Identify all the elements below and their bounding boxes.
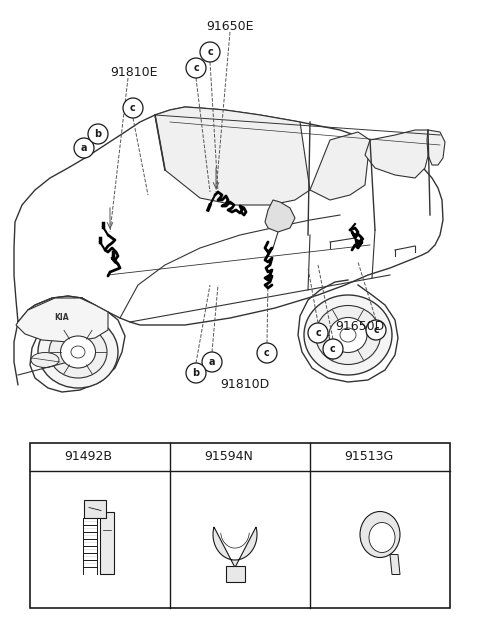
Text: a: a: [209, 357, 215, 367]
Text: 91810E: 91810E: [110, 66, 157, 79]
Text: a: a: [45, 452, 51, 462]
Circle shape: [257, 343, 277, 363]
Text: c: c: [325, 452, 331, 462]
Circle shape: [186, 363, 206, 383]
Polygon shape: [213, 527, 257, 568]
Ellipse shape: [38, 316, 118, 388]
Circle shape: [74, 138, 94, 158]
Ellipse shape: [49, 326, 107, 378]
Polygon shape: [310, 132, 370, 200]
Polygon shape: [390, 554, 400, 574]
Bar: [30, 443, 450, 608]
Text: c: c: [130, 103, 136, 113]
Circle shape: [323, 339, 343, 359]
Text: 91810D: 91810D: [220, 378, 269, 391]
Text: b: b: [192, 368, 200, 378]
Text: 91492B: 91492B: [64, 451, 112, 463]
Ellipse shape: [315, 305, 381, 365]
Ellipse shape: [369, 523, 395, 552]
Text: a: a: [81, 143, 87, 153]
Text: c: c: [330, 344, 336, 354]
Bar: [84, 499, 106, 518]
Ellipse shape: [304, 295, 392, 375]
Text: c: c: [207, 47, 213, 57]
Text: c: c: [373, 325, 379, 335]
Circle shape: [38, 447, 58, 467]
Circle shape: [308, 323, 328, 343]
Ellipse shape: [360, 511, 400, 557]
Polygon shape: [226, 566, 245, 581]
Polygon shape: [155, 107, 310, 205]
Circle shape: [88, 124, 108, 144]
Ellipse shape: [329, 317, 367, 353]
Text: KIA: KIA: [55, 313, 69, 322]
Circle shape: [123, 98, 143, 118]
Circle shape: [202, 352, 222, 372]
Text: b: b: [184, 452, 192, 462]
Bar: [100, 511, 114, 573]
Text: c: c: [193, 63, 199, 73]
Circle shape: [366, 320, 386, 340]
Ellipse shape: [340, 328, 356, 342]
Circle shape: [200, 42, 220, 62]
Text: 91650D: 91650D: [335, 320, 384, 333]
Text: 91650E: 91650E: [206, 20, 254, 33]
Polygon shape: [265, 200, 295, 232]
Ellipse shape: [71, 346, 85, 358]
Polygon shape: [427, 130, 445, 165]
Text: c: c: [264, 348, 270, 358]
Circle shape: [186, 58, 206, 78]
Text: 91513G: 91513G: [344, 451, 393, 463]
Polygon shape: [16, 298, 108, 342]
Ellipse shape: [31, 353, 59, 367]
Text: c: c: [315, 328, 321, 338]
Text: b: b: [95, 129, 102, 139]
Circle shape: [318, 447, 338, 467]
Polygon shape: [365, 130, 430, 178]
Text: 91594N: 91594N: [204, 451, 253, 463]
Circle shape: [178, 447, 198, 467]
Ellipse shape: [60, 336, 96, 368]
